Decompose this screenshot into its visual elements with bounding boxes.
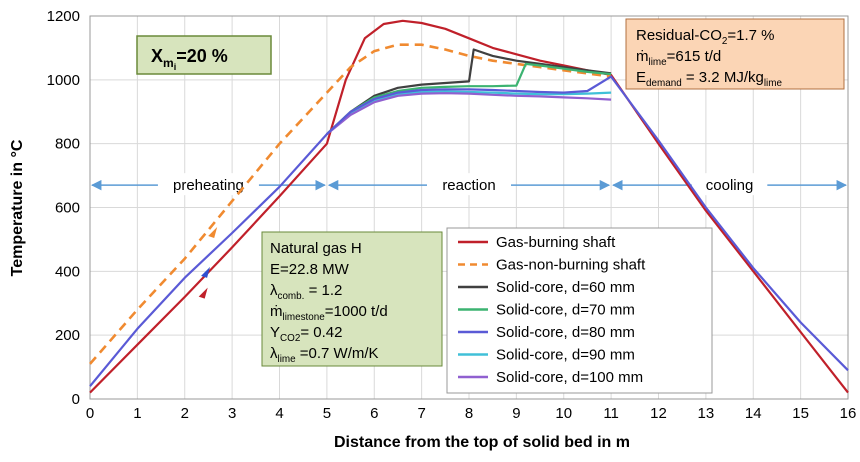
legend-label: Solid-core, d=90 mm (496, 347, 635, 364)
xm-annotation-box: Xmi=20 % (136, 35, 272, 75)
y-tick-label: 800 (55, 136, 80, 153)
legend-label: Gas-burning shaft (496, 234, 616, 251)
zone-label: preheating (173, 177, 244, 194)
xm-subsub: i (174, 62, 177, 72)
natural-gas-line: ṁlimestone=1000 t/d (270, 303, 388, 323)
xm-sub: m (163, 56, 174, 70)
legend: Gas-burning shaft Gas-non-burning shaft So… (446, 227, 713, 394)
x-tick-label: 0 (86, 405, 94, 422)
series-line (89, 43, 612, 365)
residual-box-line: ṁlime=615 t/d (636, 48, 721, 68)
natural-gas-line: Natural gas H (270, 240, 362, 257)
y-tick-label: 1200 (47, 8, 80, 25)
series-lines (89, 19, 849, 394)
svg-text:Xmi=20 %: Xmi=20 % (151, 46, 228, 72)
y-tick-label: 0 (72, 391, 80, 408)
x-tick-label: 12 (650, 405, 667, 422)
x-tick-label: 13 (698, 405, 715, 422)
xm-value: =20 % (176, 46, 228, 66)
plot-frame (89, 15, 849, 400)
residual-box-line: Residual-CO2=1.7 % (636, 27, 775, 47)
x-tick-label: 6 (370, 405, 378, 422)
x-tick-label: 9 (512, 405, 520, 422)
x-tick-label: 16 (840, 405, 857, 422)
direction-arrow (208, 227, 218, 239)
y-tick-label: 600 (55, 200, 80, 217)
natural-gas-line: E=22.8 MW (270, 261, 350, 278)
x-tick-label: 10 (555, 405, 572, 422)
direction-arrow (198, 287, 208, 299)
x-tick-label: 1 (133, 405, 141, 422)
direction-arrow (201, 266, 211, 278)
residual-box-line: Edemand = 3.2 MJ/kglime (636, 69, 782, 89)
zone-label-bg (691, 173, 768, 196)
series-line (326, 90, 612, 135)
y-tick-label: 1000 (47, 72, 80, 89)
xm-label: X (151, 46, 163, 66)
y-tick-label: 400 (55, 263, 80, 280)
legend-label: Solid-core, d=80 mm (496, 324, 635, 341)
y-tick-label: 200 (55, 327, 80, 344)
series-line (326, 62, 612, 135)
series-line (326, 48, 612, 135)
legend-label: Gas-non-burning shaft (496, 257, 646, 274)
series-line (89, 75, 849, 387)
natural-gas-line: λcomb. = 1.2 (270, 282, 342, 302)
x-tick-label: 4 (275, 405, 283, 422)
zone-label-bg (157, 173, 259, 196)
zone-arrows: preheating reaction cooling (90, 173, 848, 196)
series-line (89, 19, 849, 394)
axes: 0 1 2 3 4 5 6 7 8 9 10 11 12 13 14 15 160200400600800100… (47, 8, 857, 422)
legend-label: Solid-core, d=100 mm (496, 369, 643, 386)
zone-label: reaction (442, 177, 495, 194)
zone-label-bg (427, 173, 511, 196)
x-tick-label: 14 (745, 405, 762, 422)
series-line (326, 92, 612, 135)
x-tick-label: 5 (323, 405, 331, 422)
x-tick-label: 8 (465, 405, 473, 422)
x-tick-label: 2 (181, 405, 189, 422)
y-axis-title: Temperature in °C (9, 139, 26, 276)
x-tick-label: 11 (603, 405, 619, 422)
x-axis-title: Distance from the top of solid bed in m (334, 434, 630, 451)
natural-gas-line: YCO2= 0.42 (270, 324, 342, 344)
x-tick-label: 15 (792, 405, 809, 422)
legend-label: Solid-core, d=70 mm (496, 302, 635, 319)
natural-gas-line: λlime =0.7 W/m/K (270, 345, 379, 365)
natural-gas-box: Natural gas H E=22.8 MW λcomb. = 1.2ṁlimes… (261, 231, 443, 367)
x-tick-label: 7 (417, 405, 425, 422)
legend-label: Solid-core, d=60 mm (496, 279, 635, 296)
zone-label: cooling (706, 177, 754, 194)
x-tick-label: 3 (228, 405, 236, 422)
